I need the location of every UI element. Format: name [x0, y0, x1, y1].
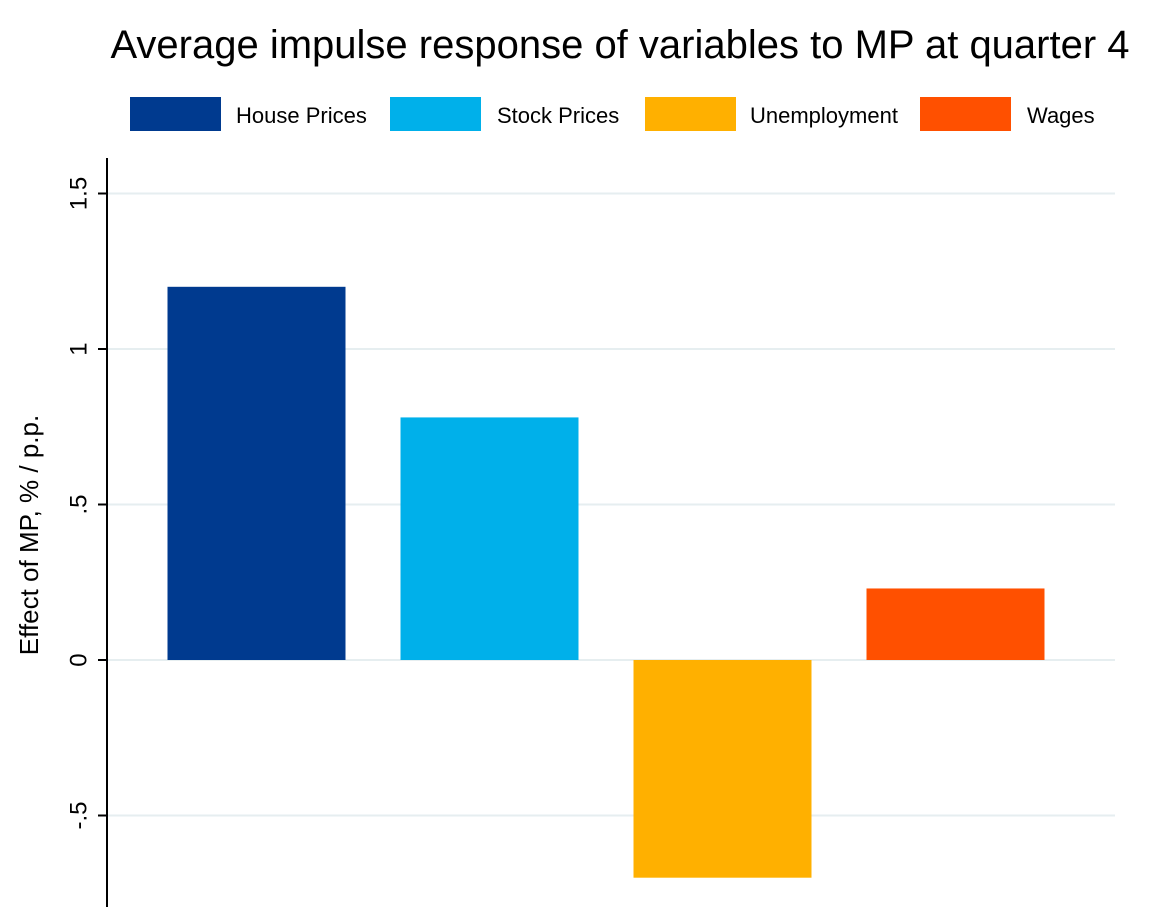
- y-axis-label: Effect of MP, % / p.p.: [14, 415, 44, 655]
- bars: [167, 286, 1045, 878]
- y-tick-label: 1: [65, 342, 92, 355]
- bar-wages: [866, 588, 1045, 660]
- bar-house-prices: [167, 286, 346, 660]
- y-tick-label: -.5: [65, 801, 92, 829]
- y-ticks: -.5 0 .5 1 1.5: [65, 177, 107, 830]
- y-tick-label: 1.5: [65, 177, 92, 210]
- legend-label-wages: Wages: [1027, 103, 1095, 128]
- bar-unemployment: [633, 660, 812, 878]
- legend-swatch-wages: [920, 97, 1011, 131]
- y-tick-label: .5: [65, 494, 92, 514]
- y-tick-label: 0: [65, 653, 92, 666]
- chart-title: Average impulse response of variables to…: [110, 23, 1129, 67]
- legend-swatch-stock-prices: [390, 97, 481, 131]
- legend-label-house-prices: House Prices: [236, 103, 367, 128]
- legend-swatch-house-prices: [130, 97, 221, 131]
- legend: House Prices Stock Prices Unemployment Wage…: [130, 97, 1095, 131]
- bar-stock-prices: [400, 417, 579, 660]
- legend-label-stock-prices: Stock Prices: [497, 103, 619, 128]
- legend-swatch-unemployment: [645, 97, 736, 131]
- legend-label-unemployment: Unemployment: [750, 103, 898, 128]
